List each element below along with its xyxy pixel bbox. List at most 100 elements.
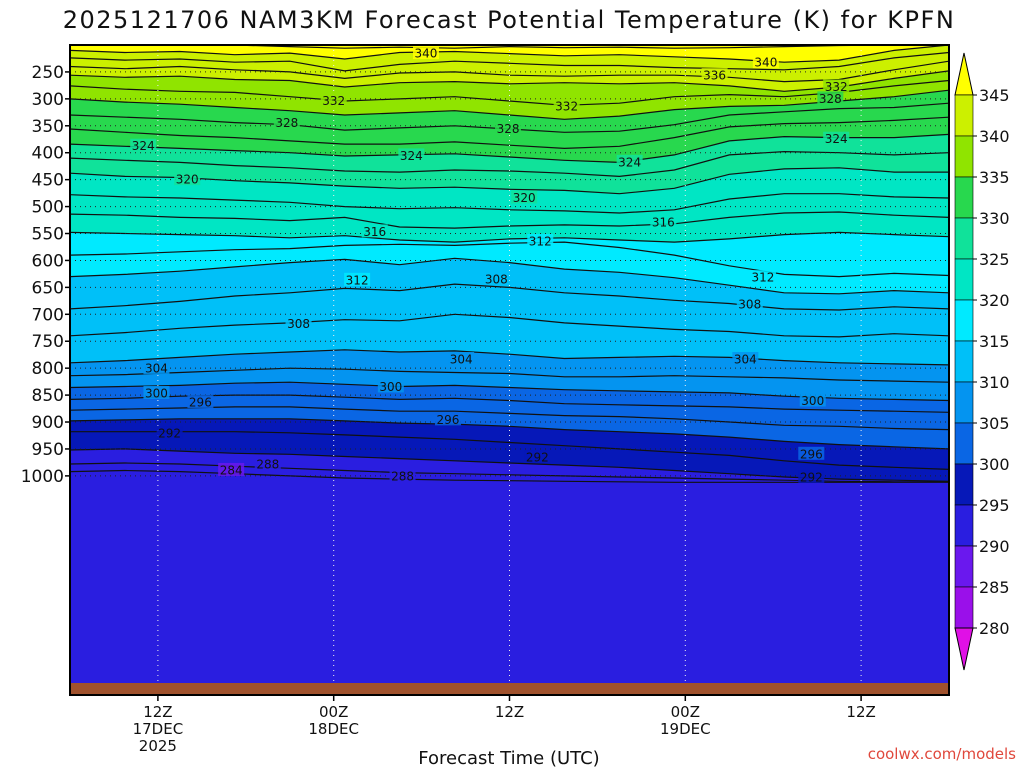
contour-label-308: 308	[285, 316, 312, 331]
contour-label-text: 328	[275, 116, 298, 130]
colorbar-tick-label: 345	[979, 86, 1010, 105]
isotherm-314	[70, 231, 949, 243]
isotherm-324	[70, 133, 949, 164]
band-334	[70, 70, 949, 106]
colorbar-tick-label: 285	[979, 578, 1010, 597]
contour-label-text: 308	[287, 317, 310, 331]
contour-label-316: 316	[361, 224, 388, 239]
contour-label-308: 308	[736, 297, 763, 312]
contour-label-300: 300	[143, 385, 170, 400]
colorbar-swatch	[954, 340, 974, 383]
credit-link[interactable]: coolwx.com/models	[868, 745, 1016, 763]
contour-label-text: 304	[145, 362, 168, 376]
colorbar-tick-label: 320	[979, 291, 1010, 310]
contour-label-text: 296	[800, 447, 823, 461]
contour-label-284: 284	[218, 462, 245, 477]
isotherm-320	[70, 167, 949, 195]
band-328	[70, 103, 949, 149]
contour-label-text: 332	[825, 80, 848, 94]
contour-label-304: 304	[143, 361, 170, 376]
contour-label-text: 296	[437, 413, 460, 427]
y-tick-label: 350	[32, 117, 64, 137]
y-tick-label: 850	[32, 386, 64, 406]
y-tick-label: 750	[32, 332, 64, 352]
contour-label-text: 312	[529, 235, 552, 249]
contour-label-bg	[749, 270, 776, 284]
contour-label-text: 332	[555, 99, 578, 113]
isotherm-294	[70, 418, 949, 450]
contour-label-text: 300	[145, 386, 168, 400]
x-tick-label: 12Z	[143, 703, 172, 721]
y-tick-label: 450	[32, 171, 64, 191]
contour-label-bg	[143, 385, 170, 399]
contour-label-328: 328	[273, 115, 300, 130]
contour-label-332: 332	[553, 98, 580, 113]
contour-label-text: 308	[738, 298, 761, 312]
colorbar-tick-label: 305	[979, 414, 1010, 433]
band-300	[70, 382, 949, 413]
y-tick-label: 300	[32, 90, 64, 110]
contour-label-bg	[377, 379, 404, 393]
y-tick-label: 800	[32, 359, 64, 379]
band-326	[70, 117, 949, 163]
contour-label-292: 292	[798, 469, 825, 484]
band-332	[70, 80, 949, 120]
contour-label-bg	[483, 271, 510, 285]
y-tick-label: 400	[32, 144, 64, 164]
contour-label-text: 300	[801, 394, 824, 408]
contour-label-328: 328	[495, 121, 522, 136]
contour-label-text: 328	[819, 92, 842, 106]
contour-label-text: 332	[322, 94, 345, 108]
isotherm-342	[219, 45, 925, 49]
colorbar-swatch	[954, 381, 974, 424]
contour-label-bg	[344, 272, 371, 286]
contour-label-304: 304	[732, 352, 759, 367]
band-338	[70, 52, 949, 82]
contour-label-bg	[752, 55, 779, 69]
x-tick-label: 18DEC	[308, 720, 359, 738]
contour-label-bg	[389, 468, 416, 482]
x-tick-label: 19DEC	[660, 720, 711, 738]
contour-label-text: 300	[379, 380, 402, 394]
y-tick-label: 550	[32, 225, 64, 245]
contour-label-336: 336	[701, 68, 728, 83]
contour-label-text: 312	[346, 273, 369, 287]
contour-label-332: 332	[823, 79, 850, 94]
x-tick-label: 12Z	[846, 703, 875, 721]
band-294	[70, 418, 949, 470]
contour-label-bg	[701, 68, 728, 82]
contour-label-bg	[434, 412, 461, 426]
contour-label-bg	[218, 462, 245, 476]
colorbar-tick-label: 290	[979, 537, 1010, 556]
y-tick-label: 900	[32, 413, 64, 433]
contour-label-text: 308	[485, 272, 508, 286]
band-286	[70, 470, 949, 695]
contour-label-312: 312	[527, 234, 554, 249]
isotherm-292	[70, 431, 949, 470]
y-tick-label: 650	[32, 278, 64, 298]
contour-label-text: 292	[158, 426, 181, 440]
contour-label-bg	[495, 121, 522, 135]
contour-label-bg	[156, 425, 183, 439]
colorbar-tick-label: 295	[979, 496, 1010, 515]
contour-label-text: 328	[497, 122, 520, 136]
contour-label-bg	[412, 46, 439, 60]
isotherm-340	[70, 45, 949, 63]
band-292	[70, 431, 949, 482]
contour-label-324: 324	[398, 148, 425, 163]
contour-label-316: 316	[650, 215, 677, 230]
contour-label-288: 288	[254, 457, 281, 472]
contour-label-bg	[448, 352, 475, 366]
contour-label-bg	[799, 393, 826, 407]
colorbar-tick-label: 300	[979, 455, 1010, 474]
contour-label-340: 340	[752, 55, 779, 70]
contour-label-bg	[527, 234, 554, 248]
band-312	[70, 242, 949, 294]
colorbar-swatch	[954, 135, 974, 178]
colorbar-tick-label: 310	[979, 373, 1010, 392]
colorbar-tick-label: 330	[979, 209, 1010, 228]
band-298	[70, 395, 949, 430]
contour-label-bg	[320, 93, 347, 107]
isotherm-308	[70, 283, 949, 311]
